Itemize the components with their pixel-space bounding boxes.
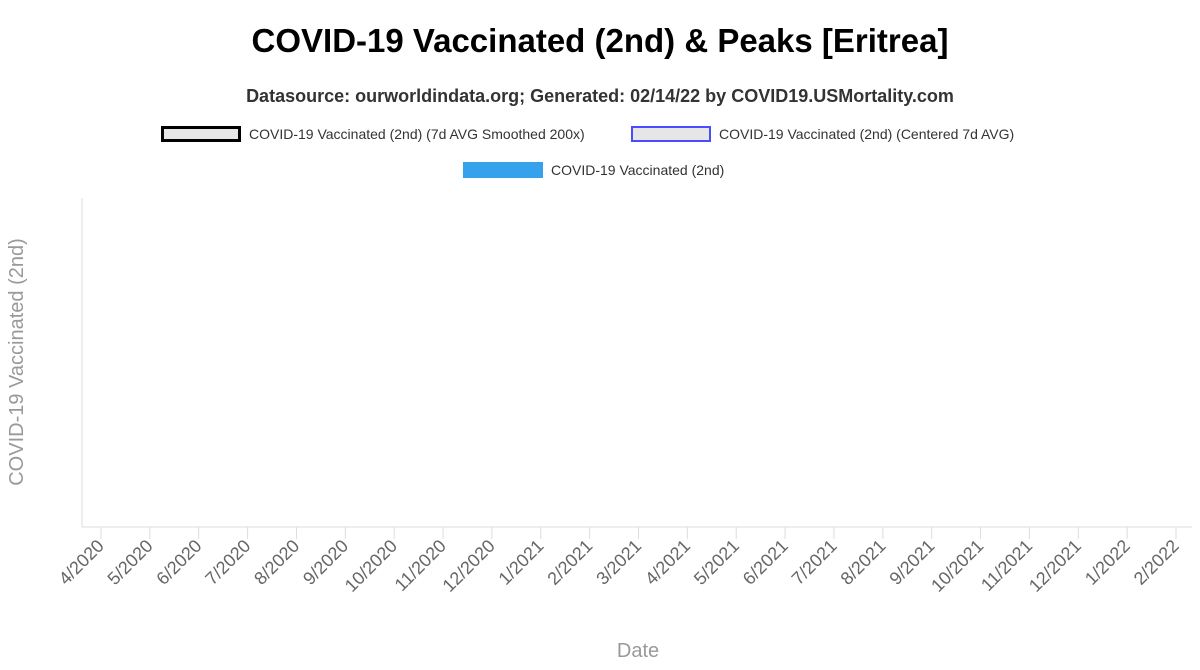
x-tick-label: 7/2021 bbox=[788, 536, 841, 589]
x-tick-label: 10/2021 bbox=[927, 536, 987, 596]
chart-title: COVID-19 Vaccinated (2nd) & Peaks [Eritr… bbox=[251, 22, 949, 59]
x-tick-label: 8/2021 bbox=[837, 536, 890, 589]
x-tick-label: 7/2020 bbox=[201, 536, 254, 589]
chart-subtitle: Datasource: ourworldindata.org; Generate… bbox=[246, 86, 954, 106]
legend-swatch-smoothed bbox=[161, 126, 241, 142]
x-tick-label: 11/2020 bbox=[391, 536, 450, 595]
x-tick-label: 6/2021 bbox=[739, 536, 792, 589]
y-axis-label: COVID-19 Vaccinated (2nd) bbox=[6, 238, 28, 486]
x-tick-label: 8/2020 bbox=[250, 536, 303, 589]
x-tick-label: 1/2022 bbox=[1081, 536, 1134, 589]
x-tick-label: 5/2021 bbox=[690, 536, 743, 589]
legend-swatch-daily bbox=[463, 162, 543, 178]
legend-label-daily: COVID-19 Vaccinated (2nd) bbox=[551, 162, 725, 178]
legend-swatch-centered bbox=[631, 126, 711, 142]
legend-item-smoothed[interactable]: COVID-19 Vaccinated (2nd) (7d AVG Smooth… bbox=[161, 126, 585, 142]
x-tick-label: 4/2020 bbox=[55, 536, 108, 589]
legend-label-centered: COVID-19 Vaccinated (2nd) (Centered 7d A… bbox=[719, 126, 1015, 142]
x-tick-label: 4/2021 bbox=[641, 536, 694, 589]
x-axis-ticks: 4/20205/20206/20207/20208/20209/202010/2… bbox=[55, 527, 1183, 596]
legend-item-centered[interactable]: COVID-19 Vaccinated (2nd) (Centered 7d A… bbox=[631, 126, 1014, 142]
x-axis-label: Date bbox=[617, 640, 659, 662]
x-tick-label: 12/2021 bbox=[1025, 536, 1085, 596]
x-tick-label: 5/2020 bbox=[104, 536, 157, 589]
x-tick-label: 2/2021 bbox=[543, 536, 596, 589]
x-tick-label: 2/2022 bbox=[1130, 536, 1183, 589]
x-tick-label: 6/2020 bbox=[152, 536, 205, 589]
x-tick-label: 1/2021 bbox=[495, 536, 548, 589]
x-tick-label: 10/2020 bbox=[341, 536, 401, 596]
x-tick-label: 12/2020 bbox=[439, 536, 499, 596]
legend-label-smoothed: COVID-19 Vaccinated (2nd) (7d AVG Smooth… bbox=[249, 126, 585, 142]
x-tick-label: 11/2021 bbox=[977, 536, 1036, 595]
x-tick-label: 3/2021 bbox=[592, 536, 645, 589]
legend-item-daily[interactable]: COVID-19 Vaccinated (2nd) bbox=[463, 162, 724, 178]
